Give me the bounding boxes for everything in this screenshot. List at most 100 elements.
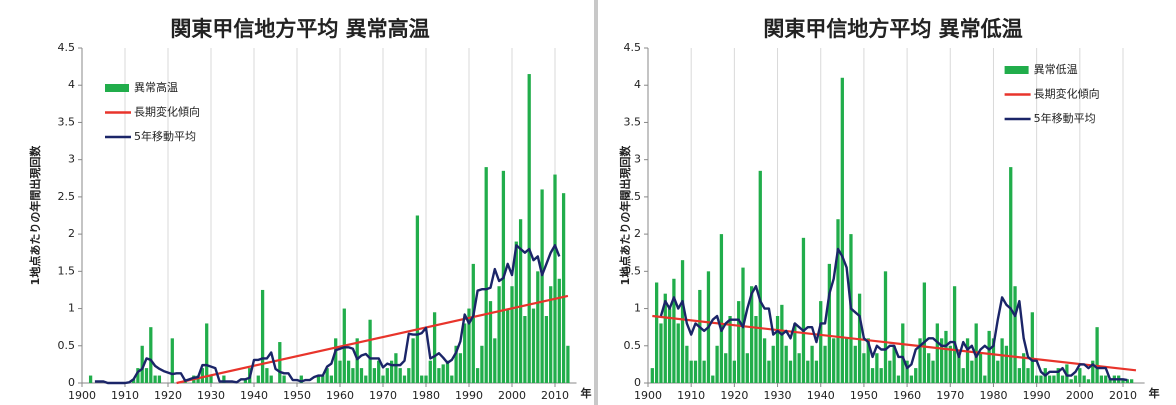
bar <box>680 260 685 383</box>
bar <box>445 360 450 383</box>
legend-label: 5年移動平均 <box>1034 111 1096 125</box>
bar <box>948 345 952 383</box>
bar <box>996 360 1000 383</box>
bar <box>561 193 566 383</box>
bar <box>402 375 407 383</box>
bar <box>879 368 883 383</box>
bar <box>355 338 359 383</box>
x-unit: 年 <box>581 386 592 400</box>
bar <box>650 368 654 383</box>
bar <box>927 353 931 383</box>
bar <box>711 375 715 383</box>
bar <box>775 316 780 383</box>
bar <box>510 286 514 383</box>
legend-label: 5年移動平均 <box>134 129 196 143</box>
bar <box>467 308 471 383</box>
y-tick-label: 2.5 <box>624 190 642 203</box>
bar <box>424 375 428 383</box>
bar <box>940 338 944 383</box>
bar <box>810 345 814 383</box>
bar <box>475 368 480 383</box>
y-tick-label: 1 <box>634 302 641 315</box>
bar <box>144 368 149 383</box>
bar <box>672 278 676 383</box>
bar <box>407 368 411 383</box>
bar <box>892 345 896 383</box>
bar <box>970 360 974 383</box>
x-tick-label: 1910 <box>677 389 705 402</box>
x-tick-label: 2000 <box>1066 389 1094 402</box>
bar <box>377 360 381 383</box>
bar <box>978 353 983 383</box>
bar <box>437 368 441 383</box>
bar <box>458 353 463 383</box>
bar <box>909 375 914 383</box>
bar <box>480 345 484 383</box>
y-tick-label: 2.5 <box>58 190 76 203</box>
y-tick-label: 1.5 <box>58 264 76 277</box>
bar <box>667 308 672 383</box>
trend-line <box>652 314 1137 372</box>
bar <box>346 360 351 383</box>
bar <box>381 375 385 383</box>
bar <box>428 360 432 383</box>
bar <box>991 338 996 383</box>
bar <box>793 323 797 383</box>
bar <box>316 375 321 383</box>
bar <box>862 353 866 383</box>
bar <box>1086 379 1091 383</box>
bar <box>364 375 368 383</box>
bar <box>549 286 553 383</box>
bar <box>88 375 93 383</box>
bar <box>732 360 737 383</box>
bar <box>329 375 334 383</box>
bar <box>1108 379 1112 383</box>
bar <box>914 368 918 383</box>
x-tick-label: 1950 <box>283 389 311 402</box>
bar <box>441 364 445 383</box>
x-unit: 年 <box>1149 386 1160 400</box>
legend-label: 長期変化傾向 <box>1034 87 1100 101</box>
bar <box>1073 375 1078 383</box>
x-tick-label: 1980 <box>412 389 440 402</box>
legend-label: 長期変化傾向 <box>134 105 200 119</box>
bar <box>222 375 226 383</box>
bar <box>749 286 754 383</box>
x-tick-label: 1970 <box>936 389 964 402</box>
bar <box>484 167 488 383</box>
y-tick-label: 3.5 <box>624 115 642 128</box>
moving-average-line <box>659 247 1128 382</box>
legend-label: 異常低温 <box>1034 63 1078 76</box>
x-tick-label: 2010 <box>541 389 569 402</box>
bar <box>351 368 355 383</box>
bar <box>338 360 342 383</box>
bar <box>334 338 338 383</box>
bar <box>875 353 879 383</box>
bar <box>170 338 174 383</box>
bar <box>1035 375 1039 383</box>
chart-title: 関東甲信地方平均 異常低温 <box>763 17 1022 41</box>
x-tick-label: 1920 <box>720 389 748 402</box>
bar <box>819 301 823 383</box>
bar <box>840 77 844 384</box>
bar <box>1125 379 1129 383</box>
x-tick-label: 1940 <box>807 389 835 402</box>
bar <box>1056 368 1060 383</box>
bar <box>844 338 849 383</box>
bar <box>1004 345 1009 383</box>
bar <box>140 345 144 383</box>
moving-average-line <box>94 244 561 385</box>
y-tick-label: 1 <box>68 302 75 315</box>
bar <box>269 375 273 383</box>
bar <box>368 319 372 383</box>
y-tick-label: 3 <box>68 153 75 166</box>
bar <box>471 263 475 383</box>
bar <box>801 237 806 383</box>
bar <box>1130 379 1134 383</box>
bar <box>866 338 870 383</box>
bar <box>536 271 540 383</box>
x-tick-label: 1970 <box>369 389 397 402</box>
bar <box>952 286 957 383</box>
